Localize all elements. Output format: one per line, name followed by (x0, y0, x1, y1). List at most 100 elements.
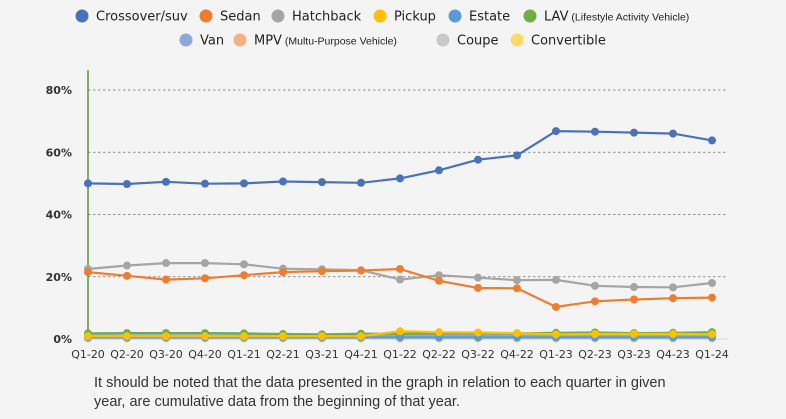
data-point (669, 330, 677, 339)
legend-item: MPV (Multu-Purpose Vehicle) (233, 33, 397, 49)
data-point (279, 332, 287, 341)
data-point (201, 259, 209, 268)
data-point (591, 281, 599, 290)
data-point (162, 332, 170, 341)
legend-label: Sedan (220, 10, 261, 25)
data-point (435, 271, 443, 280)
data-point (708, 136, 716, 145)
series-hatchback (84, 259, 716, 292)
line-chart: 0% 20% 40% 60% 80% Q1-20 Q2-20 Q3-20 Q4-20 Q1-21 Q… (46, 9, 729, 361)
x-tick-label: Q3-21 (305, 348, 339, 361)
data-point (708, 278, 716, 287)
x-tick-label: Q1-22 (383, 348, 417, 361)
legend-item: LAV (Lifestyle Activity Vehicle) (523, 9, 690, 25)
data-point (318, 178, 326, 187)
data-point (162, 275, 170, 284)
data-point (279, 177, 287, 186)
legend-marker (510, 33, 524, 47)
data-point (357, 266, 365, 275)
legend-marker (448, 9, 462, 23)
data-point (591, 330, 599, 339)
data-point (123, 271, 131, 280)
x-tick-label: Q1-23 (539, 348, 573, 361)
legend-label: Pickup (394, 10, 436, 25)
y-tick-label: 80% (46, 84, 72, 97)
x-tick-label: Q1-24 (695, 348, 729, 361)
y-tick-label: 20% (46, 271, 72, 284)
data-point (591, 297, 599, 306)
data-point (630, 295, 638, 304)
x-tick-label: Q4-22 (500, 348, 534, 361)
data-point (474, 155, 482, 164)
data-point (396, 333, 404, 342)
legend-marker (373, 9, 387, 23)
data-point (669, 294, 677, 303)
data-point (630, 330, 638, 339)
x-tick-label: Q1-21 (227, 348, 261, 361)
legend-label-note: (Lifestyle Activity Vehicle) (569, 12, 690, 24)
data-point (123, 261, 131, 270)
legend-item: Pickup (373, 9, 436, 25)
legend-label: Crossover/suv (96, 10, 188, 25)
data-point (552, 302, 560, 311)
data-point (396, 327, 404, 336)
data-point (474, 283, 482, 292)
x-tick-label: Q4-20 (188, 348, 222, 361)
data-point (630, 128, 638, 137)
data-point (513, 151, 521, 160)
data-point (435, 328, 443, 337)
data-point (513, 329, 521, 338)
data-point (84, 268, 92, 277)
gridlines (88, 89, 728, 278)
data-point (513, 284, 521, 293)
data-point (708, 330, 716, 339)
data-point (240, 179, 248, 188)
x-tick-label: Q1-20 (71, 348, 105, 361)
data-point (201, 179, 209, 188)
data-point (240, 332, 248, 341)
footnote-line-2: year, are cumulative data from the begin… (94, 394, 460, 410)
data-point (123, 179, 131, 188)
data-point (552, 330, 560, 339)
legend-item: Crossover/suv (75, 9, 188, 25)
x-tick-label: Q2-22 (422, 348, 456, 361)
data-point (123, 332, 131, 341)
legend-marker (271, 9, 285, 23)
x-tick-label: Q2-21 (266, 348, 300, 361)
x-tick-label: Q3-22 (461, 348, 495, 361)
x-tick-label: Q3-20 (149, 348, 183, 361)
legend-label: Convertible (531, 34, 606, 49)
x-tick-label: Q2-20 (110, 348, 144, 361)
series-line (87, 267, 713, 308)
data-point (162, 259, 170, 268)
data-point (552, 127, 560, 136)
legend-marker (436, 33, 450, 47)
legend-label: Hatchback (292, 10, 362, 25)
legend-label: Van (200, 34, 224, 49)
data-point (162, 177, 170, 186)
x-tick-label: Q2-23 (578, 348, 612, 361)
data-point (357, 332, 365, 341)
data-point (201, 332, 209, 341)
legend-marker (179, 33, 193, 47)
y-tick-label: 60% (46, 146, 72, 159)
data-point (240, 260, 248, 269)
data-point (591, 127, 599, 136)
legend-label: MPV (Multu-Purpose Vehicle) (254, 34, 397, 49)
legend-marker (233, 33, 247, 47)
legend: Crossover/suv Sedan Hatchback Pickup Estate L… (75, 9, 690, 49)
data-point (84, 332, 92, 341)
data-point (201, 274, 209, 283)
legend-item: Sedan (199, 9, 261, 25)
data-point (84, 179, 92, 188)
legend-item: Estate (448, 9, 510, 25)
data-point (669, 283, 677, 292)
data-point (396, 275, 404, 284)
x-tick-label: Q3-23 (617, 348, 651, 361)
data-point (474, 328, 482, 337)
legend-marker (75, 9, 89, 23)
data-point (513, 276, 521, 285)
data-point (435, 276, 443, 285)
footnote: It should be noted that the data present… (94, 374, 734, 412)
legend-marker (199, 9, 213, 23)
